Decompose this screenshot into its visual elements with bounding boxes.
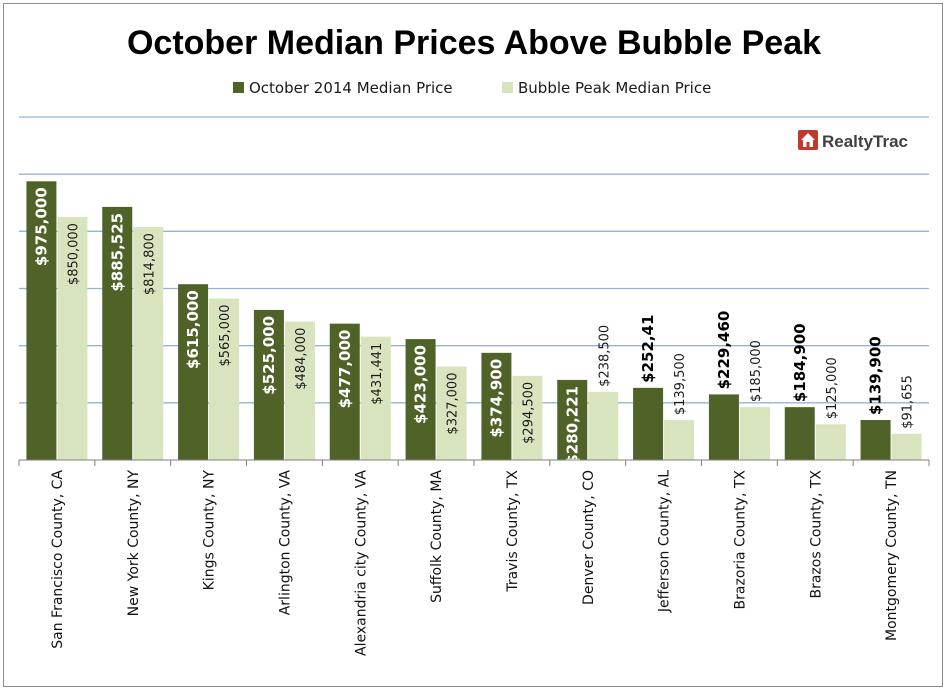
chart-title: October Median Prices Above Bubble Peak <box>127 24 821 62</box>
value-label-october: $139,900 <box>867 336 885 415</box>
value-label-peak: $850,000 <box>66 223 81 285</box>
bars <box>26 181 922 460</box>
category-label: Brazoria County, TX <box>732 470 748 610</box>
value-label-october: $252,41 <box>639 315 657 383</box>
bar-peak <box>891 433 922 460</box>
value-label-peak: $565,000 <box>218 305 233 367</box>
bar-october <box>708 394 739 460</box>
value-label-peak: $294,500 <box>521 382 536 444</box>
category-label: Brazos County, TX <box>808 470 824 599</box>
bar-peak <box>588 391 619 460</box>
value-label-october: $423,000 <box>412 345 430 424</box>
value-label-october: $229,460 <box>715 311 733 390</box>
legend: October 2014 Median Price Bubble Peak Me… <box>233 79 711 97</box>
value-label-october: $184,900 <box>791 323 809 402</box>
bar-peak <box>436 366 467 460</box>
category-label: New York County, NY <box>126 470 142 617</box>
value-label-peak: $139,500 <box>673 353 688 415</box>
bar-peak <box>57 217 88 460</box>
bar-october <box>633 387 664 460</box>
legend-swatch-october <box>233 82 244 93</box>
category-label: Arlington County, VA <box>277 470 293 616</box>
bar-peak <box>739 407 770 460</box>
bar-peak <box>133 227 164 460</box>
realtytrac-logo: RealtyTrac <box>798 130 908 151</box>
legend-label-peak: Bubble Peak Median Price <box>518 79 711 97</box>
bar-chart: October Median Prices Above Bubble Peak … <box>18 24 930 656</box>
legend-swatch-peak <box>502 82 513 93</box>
value-label-october: $615,000 <box>184 290 202 369</box>
bar-peak <box>512 375 543 460</box>
category-label: Alexandria city County, VA <box>353 470 369 656</box>
bar-peak <box>664 420 695 460</box>
bar-october <box>557 379 588 460</box>
bar-october <box>784 407 815 460</box>
value-label-peak: $185,000 <box>749 340 764 402</box>
bar-october <box>860 420 891 460</box>
bar-peak <box>815 424 846 460</box>
value-label-october: $975,000 <box>32 187 50 266</box>
category-label: Travis County, TX <box>505 470 521 593</box>
bar-october <box>481 352 512 460</box>
value-label-october: $280,221 <box>563 386 581 465</box>
category-label: Suffolk County, MA <box>429 470 445 603</box>
category-labels: San Francisco County, CA New York County,… <box>50 470 900 656</box>
value-label-peak: $431,441 <box>370 343 385 405</box>
bar-peak <box>209 298 240 460</box>
value-label-peak: $484,000 <box>294 328 309 390</box>
category-label: San Francisco County, CA <box>50 470 66 649</box>
bar-october <box>253 309 284 460</box>
category-label: Jefferson County, AL <box>657 470 673 613</box>
x-axis <box>18 459 930 466</box>
value-label-peak: $91,655 <box>901 375 916 429</box>
value-label-october: $525,000 <box>260 316 278 395</box>
category-label: Montgomery County, TN <box>884 470 900 641</box>
legend-label-october: October 2014 Median Price <box>249 79 453 97</box>
value-label-peak: $327,000 <box>446 373 461 435</box>
bar-peak <box>360 336 391 460</box>
value-label-peak: $814,800 <box>142 233 157 295</box>
bar-october <box>102 206 133 460</box>
bar-value-labels: $975,000 $850,000 $885,525 $814,800 $615,000… <box>32 187 915 464</box>
value-label-peak: $238,500 <box>597 325 612 387</box>
bar-october <box>26 181 57 460</box>
bar-october <box>405 339 436 460</box>
value-label-october: $885,525 <box>108 213 126 292</box>
category-label: Kings County, NY <box>202 470 218 591</box>
value-label-october: $374,900 <box>487 359 505 438</box>
value-label-october: $477,000 <box>336 330 354 409</box>
gridlines <box>19 116 929 404</box>
category-label: Denver County, CO <box>581 470 597 605</box>
bar-peak <box>284 321 315 460</box>
logo-text: RealtyTrac <box>822 132 908 151</box>
bar-october <box>178 284 209 460</box>
chart-frame: October Median Prices Above Bubble Peak … <box>3 3 943 687</box>
bar-october <box>329 323 360 460</box>
value-label-peak: $125,000 <box>825 357 840 419</box>
